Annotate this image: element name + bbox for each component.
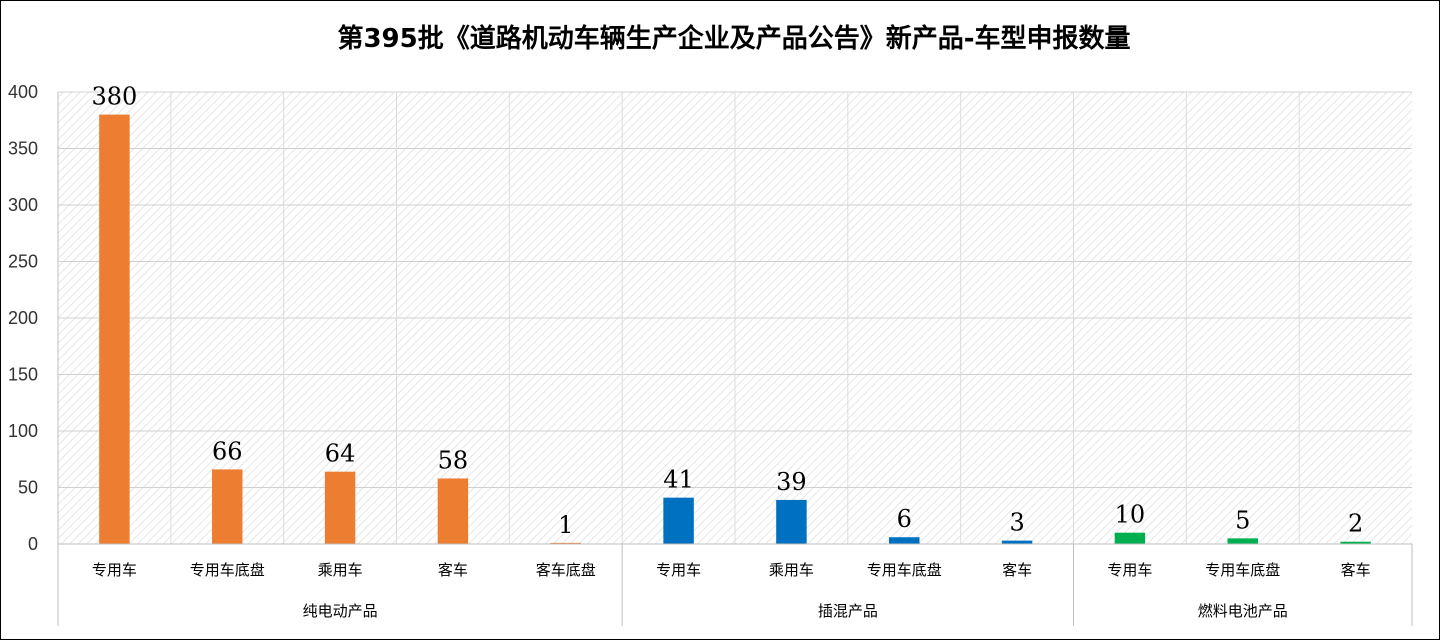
x-tick-label: 客车 [1002, 561, 1032, 579]
x-tick-label: 乘用车 [769, 561, 814, 579]
data-label: 1 [558, 511, 573, 539]
bar [99, 114, 130, 544]
data-label: 10 [1115, 501, 1146, 529]
bar [550, 542, 581, 544]
data-label: 39 [776, 468, 807, 496]
bar [437, 478, 469, 544]
y-tick-label: 300 [8, 195, 38, 215]
data-label: 58 [438, 446, 469, 474]
group-label: 燃料电池产品 [1198, 602, 1288, 620]
bar [1227, 538, 1258, 544]
data-label: 6 [897, 505, 912, 533]
x-tick-label: 专用车底盘 [867, 561, 942, 579]
data-label: 2 [1348, 510, 1363, 538]
bar [324, 471, 356, 544]
x-tick-label: 专用车底盘 [1205, 561, 1280, 579]
y-tick-label: 50 [18, 478, 38, 498]
data-label: 5 [1235, 506, 1250, 534]
y-tick-label: 150 [8, 365, 38, 385]
y-axis: 0 50 100 150 200 250 300 350 400 [8, 82, 59, 554]
data-label: 380 [92, 83, 138, 111]
x-tick-label: 客车 [438, 561, 468, 579]
data-label: 41 [663, 466, 694, 494]
x-tick-label: 专用车 [1107, 561, 1152, 579]
bar [1114, 532, 1146, 544]
x-tick-label: 专用车 [656, 561, 701, 579]
bars: 380 66 64 58 1 41 39 6 3 10 5 2 [92, 83, 1371, 544]
x-tick-label: 客车 [1341, 561, 1371, 579]
bar [212, 469, 243, 544]
x-tick-label: 专用车底盘 [190, 561, 265, 579]
bar [776, 499, 807, 544]
data-label: 66 [212, 437, 243, 465]
x-tick-label: 客车底盘 [536, 561, 596, 579]
bar [889, 537, 920, 544]
bar [1001, 540, 1033, 544]
y-tick-label: 400 [8, 82, 38, 102]
group-label: 插混产品 [818, 602, 878, 620]
x-tick-label: 乘用车 [318, 561, 363, 579]
y-tick-label: 350 [8, 139, 38, 159]
y-tick-label: 200 [8, 308, 38, 328]
x-tick-label: 专用车 [92, 561, 137, 579]
bar [663, 497, 694, 544]
data-label: 3 [1009, 509, 1024, 537]
y-tick-label: 250 [8, 252, 38, 272]
y-tick-label: 100 [8, 421, 38, 441]
data-label: 64 [325, 440, 356, 468]
chart-title: 第395批《道路机动车辆生产企业及产品公告》新产品-车型申报数量 [337, 23, 1130, 54]
group-label: 纯电动产品 [303, 602, 378, 620]
y-tick-label: 0 [28, 534, 38, 554]
gridlines [58, 91, 1412, 545]
bar [1340, 541, 1371, 544]
